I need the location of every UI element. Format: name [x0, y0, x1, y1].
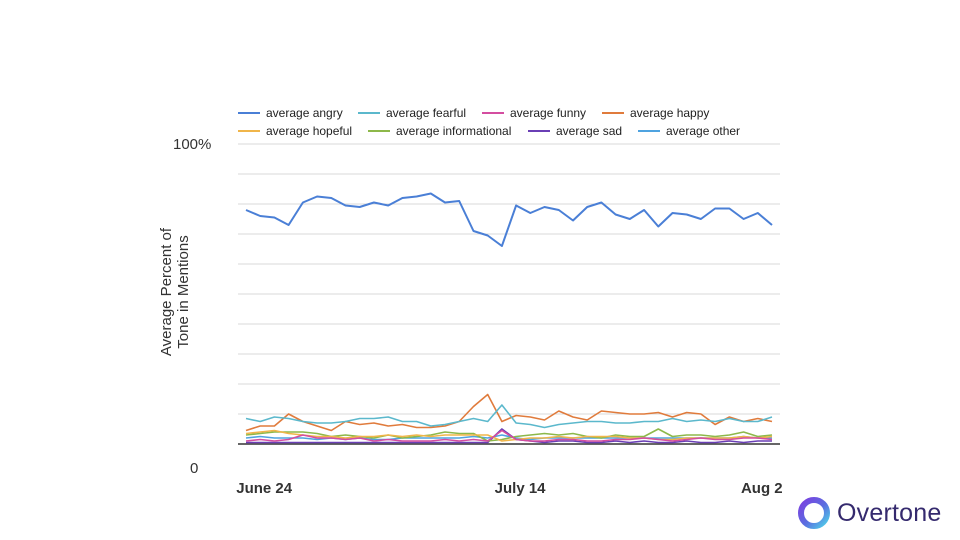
legend-item: average happy — [602, 106, 712, 120]
legend-swatch — [528, 130, 550, 132]
legend-label: average funny — [510, 106, 587, 120]
legend-label: average fearful — [386, 106, 467, 120]
x-tick-label: July 14 — [494, 480, 546, 497]
legend-item: average other — [638, 124, 748, 138]
legend-item: average fearful — [358, 106, 482, 120]
legend-label: average happy — [630, 106, 710, 120]
y-axis-label: Average Percent of Tone in Mentions — [158, 192, 192, 392]
legend-label: average hopeful — [266, 124, 353, 138]
legend-swatch — [482, 112, 504, 114]
series-lines — [245, 192, 773, 444]
legend-row: average hopeful average informational aver… — [238, 122, 778, 140]
y-tick-label: 100% — [173, 136, 212, 153]
series-line-average-fearful — [245, 404, 773, 429]
legend-row: average angry average fearful average funn… — [238, 104, 778, 122]
overtone-logo-icon — [798, 497, 830, 529]
legend-label: average angry — [266, 106, 343, 120]
chart-legend: average angry average fearful average funn… — [238, 104, 778, 140]
series-line-average-happy — [245, 393, 773, 432]
legend-item: average sad — [528, 124, 638, 138]
series-line-average-funny — [245, 429, 773, 442]
legend-swatch — [602, 112, 624, 114]
series-line-average-hopeful — [245, 429, 773, 442]
legend-item: average hopeful — [238, 124, 368, 138]
legend-label: average sad — [556, 124, 623, 138]
legend-swatch — [358, 112, 380, 114]
legend-swatch — [638, 130, 660, 132]
gridlines — [238, 143, 780, 445]
y-axis-label-line: Tone in Mentions — [175, 235, 192, 349]
legend-swatch — [238, 112, 260, 114]
legend-swatch — [368, 130, 390, 132]
legend-item: average informational — [368, 124, 528, 138]
legend-label: average other — [666, 124, 741, 138]
x-tick-label: Aug 2 — [740, 480, 783, 497]
y-tick-label: 0 — [190, 460, 199, 477]
legend-label: average informational — [396, 124, 512, 138]
x-tick-label: June 24 — [236, 480, 293, 497]
legend-item: average funny — [482, 106, 602, 120]
brand-name: Overtone — [837, 498, 942, 527]
legend-item: average angry — [238, 106, 358, 120]
overtone-logo: Overtone — [797, 496, 941, 530]
series-line-average-angry — [245, 192, 773, 247]
legend-swatch — [238, 130, 260, 132]
y-axis-label-line: Average Percent of — [158, 227, 175, 357]
